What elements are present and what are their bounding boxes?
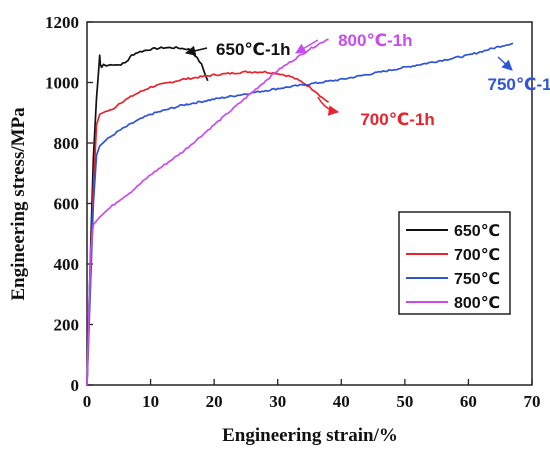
annotation-label: 650℃-1h bbox=[216, 40, 290, 59]
x-tick-label: 20 bbox=[206, 392, 223, 411]
x-tick-label: 50 bbox=[396, 392, 413, 411]
legend-label-750: 750℃ bbox=[454, 271, 500, 288]
annotation-arrow-800 bbox=[295, 39, 319, 54]
legend-label-700: 700℃ bbox=[454, 247, 500, 264]
annotation-label: 800℃-1h bbox=[338, 31, 412, 50]
annotation-label: 700℃-1h bbox=[360, 110, 434, 129]
y-tick-label: 1000 bbox=[45, 74, 79, 93]
axis-ticks: 0 10 20 30 40 50 60 70 0 200 400 600 800 1000 1200 bbox=[45, 13, 541, 411]
annotation-arrow-650 bbox=[184, 45, 208, 56]
legend-label-650: 650℃ bbox=[454, 223, 500, 240]
series-line-750 bbox=[86, 42, 514, 386]
y-tick-label: 0 bbox=[71, 376, 80, 395]
y-tick-label: 800 bbox=[54, 134, 80, 153]
series-line-650 bbox=[86, 45, 209, 386]
series-line-800 bbox=[86, 38, 329, 386]
x-tick-label: 0 bbox=[83, 392, 92, 411]
x-tick-label: 70 bbox=[524, 392, 541, 411]
annotation-layer: 650℃-1h 800℃-1h 750℃-1h 700℃-1h bbox=[184, 31, 550, 129]
series-line-700 bbox=[86, 70, 329, 386]
legend: 650℃ 700℃ 750℃ 800℃ bbox=[398, 211, 511, 315]
y-tick-label: 1200 bbox=[45, 13, 79, 32]
x-tick-label: 10 bbox=[142, 392, 159, 411]
y-tick-label: 200 bbox=[54, 316, 80, 335]
legend-label-800: 800℃ bbox=[454, 295, 500, 312]
annotation-arrow-750 bbox=[497, 56, 513, 71]
x-tick-label: 30 bbox=[269, 392, 286, 411]
x-axis-label: Engineering strain/% bbox=[222, 425, 398, 446]
y-tick-label: 400 bbox=[54, 255, 80, 274]
annotation-arrow-700 bbox=[317, 96, 340, 116]
x-tick-label: 60 bbox=[460, 392, 477, 411]
annotation-label: 750℃-1h bbox=[488, 75, 550, 94]
y-tick-label: 600 bbox=[54, 195, 80, 214]
y-axis-label: Engineering stress/MPa bbox=[8, 107, 29, 301]
plot-area-frame bbox=[86, 21, 533, 386]
x-tick-label: 40 bbox=[333, 392, 350, 411]
series-layer bbox=[86, 38, 514, 386]
